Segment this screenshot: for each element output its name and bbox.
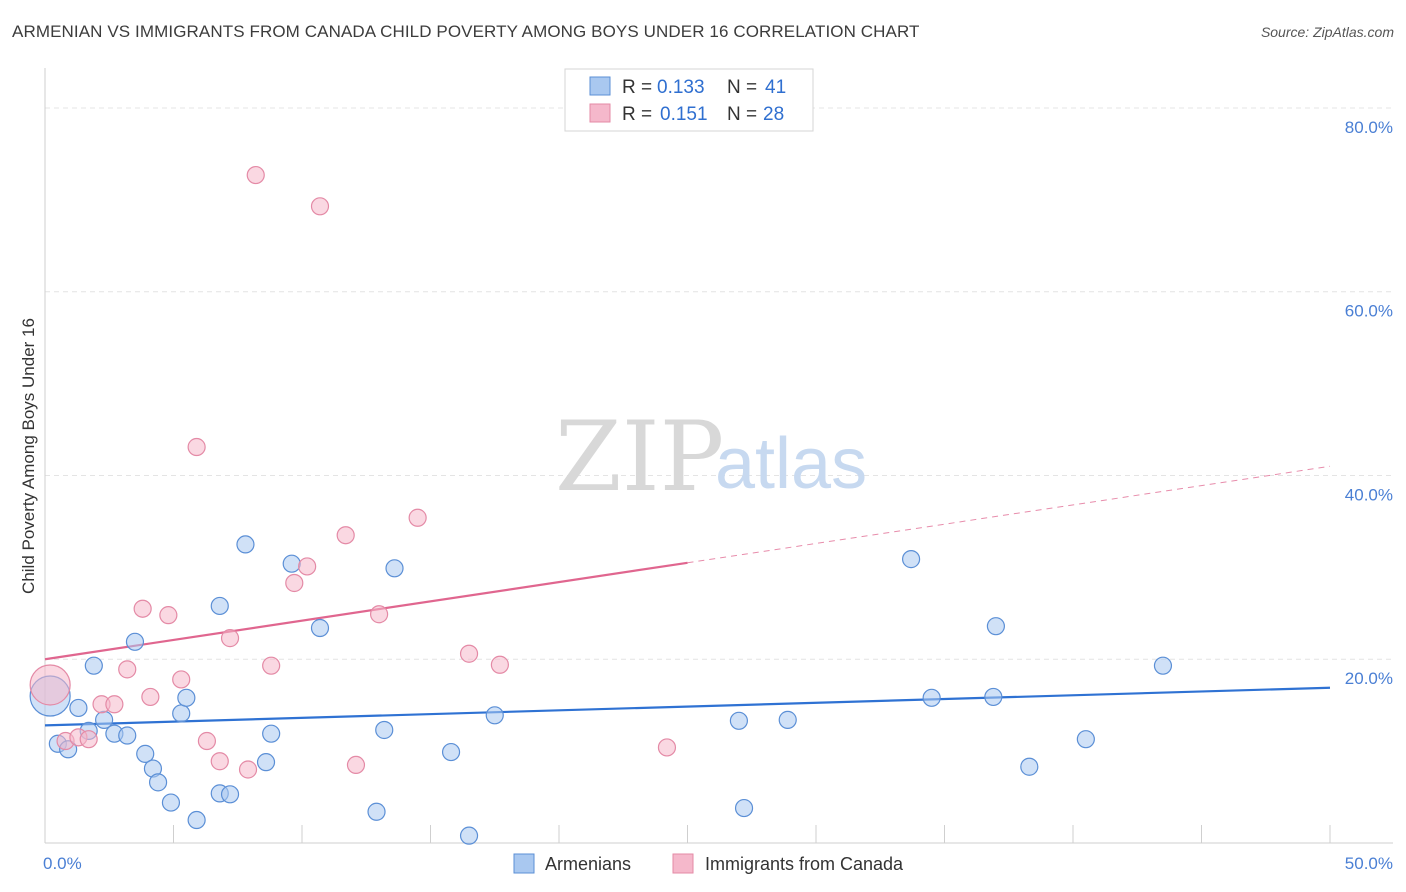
data-point-armenians — [1020, 757, 1039, 776]
trend-lines — [44, 465, 1331, 727]
data-point-armenians — [734, 798, 754, 818]
data-point-armenians — [1076, 730, 1095, 749]
legend-box: R = 0.133 N = 41 R = 0.151 N = 28 — [564, 68, 814, 132]
data-point-canada — [172, 670, 191, 689]
source-credit: Source: ZipAtlas.com — [1260, 24, 1394, 40]
data-point-canada — [246, 165, 265, 185]
bottom-legend: Armenians Immigrants from Canada — [513, 853, 904, 874]
bottom-legend-label-canada: Immigrants from Canada — [705, 854, 904, 874]
data-point-armenians — [177, 688, 196, 707]
trend-line-dashed — [687, 465, 1331, 564]
data-point-armenians — [310, 618, 330, 638]
data-point-armenians — [256, 753, 276, 772]
data-point-armenians — [375, 720, 394, 740]
data-point-canada — [285, 573, 304, 593]
y-tick-label: 20.0% — [1345, 669, 1393, 688]
watermark-atlas: atlas — [715, 424, 867, 504]
legend-r-value: 0.151 — [660, 104, 708, 125]
watermark: ZIP atlas — [555, 401, 867, 513]
data-point-armenians — [262, 724, 281, 743]
axes: 20.0% 40.0% 60.0% 80.0% — [44, 68, 1393, 844]
data-point-canada — [197, 731, 217, 751]
data-point-canada — [346, 755, 366, 775]
bottom-legend-swatch-armenians — [513, 853, 535, 874]
data-point-canada — [490, 655, 509, 674]
data-point-armenians — [136, 744, 155, 763]
data-point-canada — [133, 599, 152, 618]
data-point-canada — [187, 437, 206, 457]
data-point-canada — [159, 606, 178, 625]
data-point-armenians — [220, 785, 240, 804]
legend-n-label: N = — [727, 104, 757, 125]
data-point-armenians — [236, 535, 255, 554]
data-point-armenians — [187, 810, 206, 830]
data-point-canada — [262, 656, 281, 675]
data-point-canada — [29, 664, 71, 706]
data-point-canada — [141, 687, 160, 707]
data-point-canada — [79, 730, 98, 749]
legend-n-value: 41 — [765, 77, 786, 98]
data-point-canada — [370, 605, 389, 624]
legend-n-label: N = — [727, 77, 757, 98]
bottom-legend-swatch-canada — [672, 853, 694, 874]
trend-line-solid — [44, 561, 688, 661]
data-point-armenians — [385, 559, 404, 578]
data-point-canada — [657, 738, 677, 757]
y-tick-label: 40.0% — [1345, 485, 1393, 504]
data-point-armenians — [161, 793, 181, 812]
y-axis-label: Child Poverty Among Boys Under 16 — [19, 318, 38, 594]
grid-lines — [45, 107, 1393, 660]
legend-swatch-armenians — [589, 76, 611, 96]
data-point-canada — [408, 508, 427, 527]
data-point-armenians — [441, 742, 461, 762]
data-point-canada — [238, 760, 258, 779]
data-point-canada — [298, 557, 317, 576]
data-point-canada — [105, 695, 124, 714]
x-tick-label-min: 0.0% — [43, 854, 82, 873]
data-points — [29, 165, 1173, 845]
data-point-armenians — [148, 773, 168, 792]
data-point-armenians — [459, 826, 479, 845]
data-point-canada — [459, 644, 479, 663]
data-point-armenians — [901, 550, 921, 569]
data-point-armenians — [1153, 656, 1173, 675]
data-point-armenians — [367, 802, 386, 821]
data-point-armenians — [485, 706, 504, 725]
data-point-canada — [118, 660, 137, 679]
data-point-armenians — [172, 704, 191, 723]
legend-swatch-canada — [589, 103, 611, 123]
data-point-armenians — [84, 656, 103, 675]
data-point-armenians — [778, 710, 797, 729]
bottom-legend-label-armenians: Armenians — [545, 854, 631, 874]
data-point-canada — [210, 752, 229, 771]
chart-title: ARMENIAN VS IMMIGRANTS FROM CANADA CHILD… — [12, 22, 920, 41]
data-point-armenians — [986, 617, 1006, 636]
legend-r-label: R = — [622, 104, 652, 125]
legend-r-label: R = — [622, 77, 652, 98]
data-point-armenians — [210, 596, 229, 616]
data-point-armenians — [282, 554, 301, 573]
legend-n-value: 28 — [763, 104, 784, 125]
x-tick-label-max: 50.0% — [1345, 854, 1393, 873]
data-point-armenians — [729, 711, 749, 730]
watermark-zip: ZIP — [555, 401, 724, 513]
data-point-canada — [310, 197, 330, 216]
data-point-canada — [336, 526, 355, 545]
y-tick-label: 60.0% — [1345, 302, 1393, 321]
data-point-armenians — [125, 632, 145, 651]
data-point-armenians — [984, 687, 1003, 707]
data-point-armenians — [922, 688, 941, 707]
data-point-armenians — [118, 726, 137, 745]
trend-line-solid — [44, 686, 1331, 727]
y-tick-label: 80.0% — [1345, 118, 1393, 137]
legend-r-value: 0.133 — [657, 77, 705, 98]
data-point-canada — [220, 629, 240, 648]
data-point-armenians — [69, 698, 88, 718]
